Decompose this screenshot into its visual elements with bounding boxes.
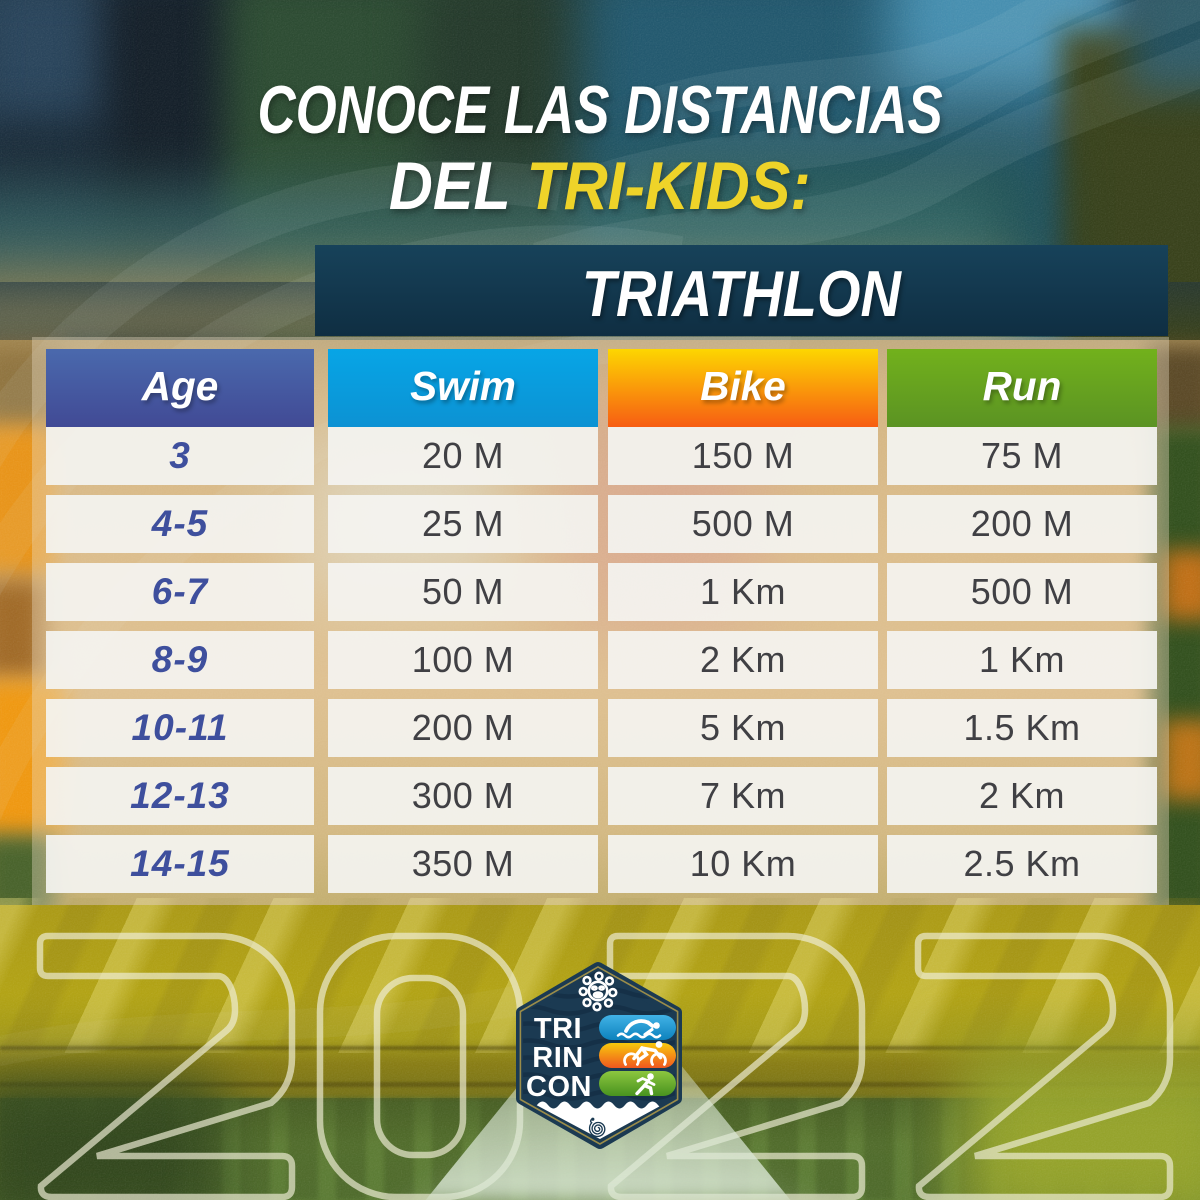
svg-text:TRI: TRI [534, 1013, 582, 1045]
svg-text:CON: CON [526, 1071, 592, 1103]
svg-text:RIN: RIN [532, 1042, 583, 1074]
